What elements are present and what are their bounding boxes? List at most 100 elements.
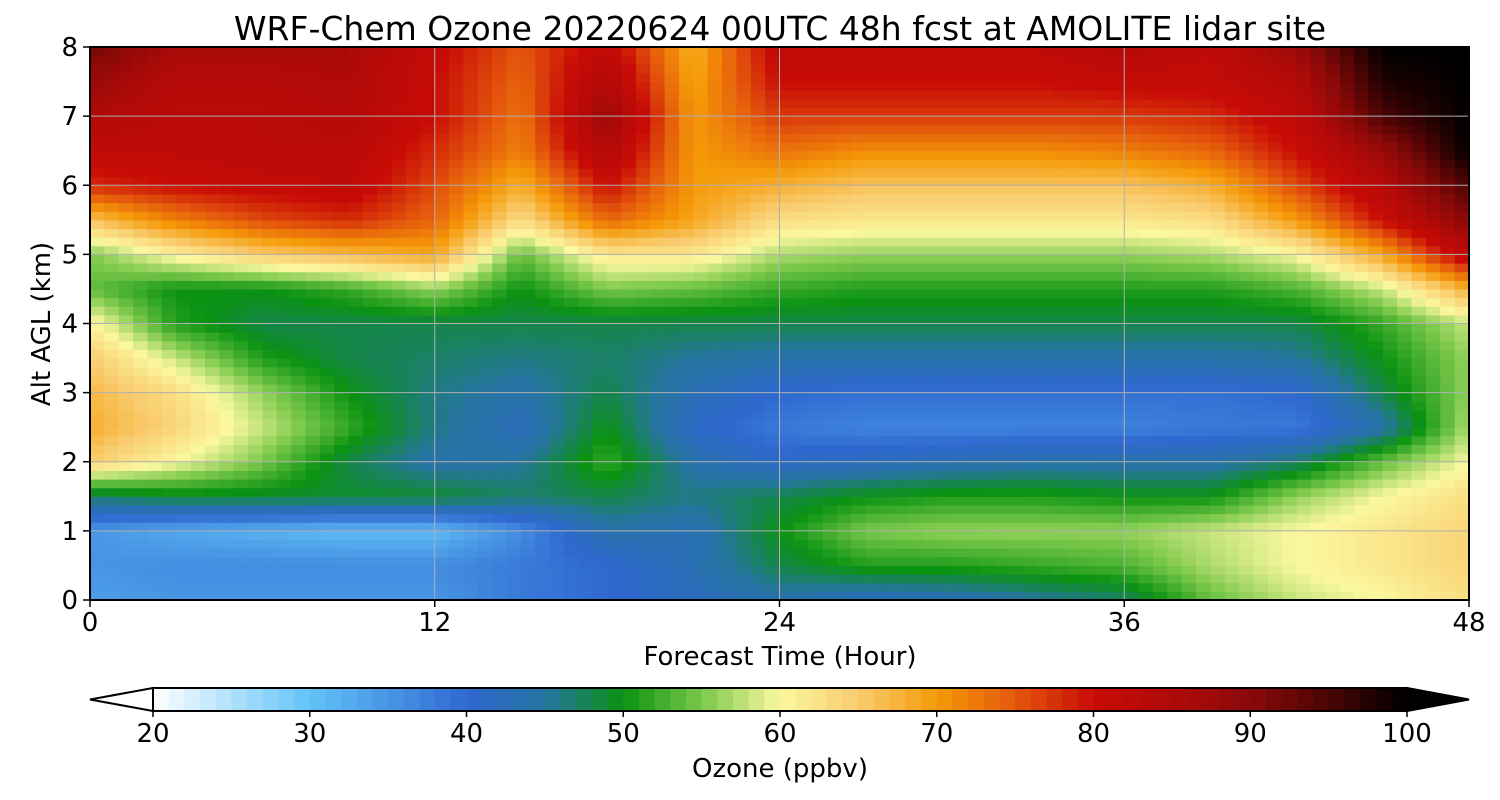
heatmap-cell bbox=[592, 323, 608, 333]
heatmap-cell bbox=[463, 219, 479, 230]
heatmap-cell bbox=[118, 565, 134, 575]
heatmap-cell bbox=[894, 64, 910, 74]
heatmap-cell bbox=[305, 185, 321, 195]
heatmap-cell bbox=[894, 366, 910, 376]
heatmap-cell bbox=[291, 124, 307, 135]
heatmap-cell bbox=[693, 574, 709, 584]
heatmap-cell bbox=[104, 47, 120, 57]
heatmap-cell bbox=[880, 340, 896, 351]
heatmap-cell bbox=[592, 366, 608, 376]
heatmap-cell bbox=[362, 401, 378, 411]
heatmap-cell bbox=[1066, 470, 1082, 480]
heatmap-cell bbox=[362, 375, 378, 385]
heatmap-cell bbox=[118, 375, 134, 385]
heatmap-cell bbox=[147, 383, 163, 394]
heatmap-cell bbox=[693, 496, 709, 506]
heatmap-cell bbox=[822, 548, 838, 558]
heatmap-cell bbox=[722, 288, 738, 299]
heatmap-cell bbox=[477, 202, 493, 212]
heatmap-cell bbox=[492, 340, 508, 351]
heatmap-cell bbox=[836, 487, 852, 497]
heatmap-cell bbox=[1138, 582, 1154, 592]
heatmap-cell bbox=[578, 116, 594, 126]
heatmap-cell bbox=[233, 383, 249, 394]
heatmap-cell bbox=[808, 142, 824, 152]
heatmap-cell bbox=[923, 392, 939, 402]
heatmap-cell bbox=[678, 556, 694, 567]
heatmap-cell bbox=[1109, 288, 1125, 299]
heatmap-cell bbox=[305, 72, 321, 83]
heatmap-cell bbox=[736, 116, 752, 126]
heatmap-cell bbox=[133, 55, 149, 65]
heatmap-cell bbox=[1138, 202, 1154, 212]
heatmap-cell bbox=[1109, 366, 1125, 376]
heatmap-cell bbox=[750, 81, 766, 91]
heatmap-cell bbox=[650, 72, 666, 83]
heatmap-cell bbox=[678, 496, 694, 506]
heatmap-cell bbox=[707, 383, 723, 394]
heatmap-cell bbox=[1196, 116, 1212, 126]
heatmap-cells bbox=[90, 47, 1470, 601]
heatmap-cell bbox=[319, 124, 335, 135]
heatmap-cell bbox=[520, 375, 536, 385]
heatmap-cell bbox=[1109, 72, 1125, 83]
heatmap-cell bbox=[779, 522, 795, 532]
heatmap-cell bbox=[808, 202, 824, 212]
heatmap-cell bbox=[808, 332, 824, 342]
heatmap-cell bbox=[377, 453, 393, 463]
heatmap-cell bbox=[951, 193, 967, 204]
heatmap-cell bbox=[334, 81, 350, 91]
heatmap-cell bbox=[564, 98, 579, 109]
heatmap-cell bbox=[233, 401, 249, 411]
heatmap-cell bbox=[477, 72, 493, 83]
heatmap-cell bbox=[765, 107, 781, 117]
heatmap-cell bbox=[291, 306, 307, 316]
heatmap-cell bbox=[808, 98, 824, 109]
heatmap-cell bbox=[492, 159, 508, 169]
heatmap-cell bbox=[1052, 323, 1068, 333]
heatmap-cell bbox=[980, 591, 996, 601]
heatmap-cell bbox=[1066, 245, 1082, 255]
heatmap-cell bbox=[463, 81, 479, 91]
heatmap-cell bbox=[635, 142, 651, 152]
heatmap-cell bbox=[1052, 159, 1068, 169]
heatmap-cell bbox=[880, 487, 896, 497]
heatmap-cell bbox=[808, 444, 824, 454]
heatmap-cell bbox=[808, 409, 824, 420]
heatmap-cell bbox=[391, 185, 407, 195]
heatmap-cell bbox=[377, 409, 393, 420]
heatmap-cell bbox=[118, 288, 134, 299]
heatmap-cell bbox=[305, 202, 321, 212]
heatmap-cell bbox=[937, 556, 953, 567]
heatmap-cell bbox=[1124, 401, 1140, 411]
heatmap-cell bbox=[966, 90, 982, 100]
heatmap-cell bbox=[1152, 193, 1168, 204]
heatmap-cell bbox=[319, 574, 335, 584]
heatmap-cell bbox=[707, 582, 723, 592]
heatmap-cell bbox=[147, 582, 163, 592]
heatmap-cell bbox=[133, 237, 149, 247]
heatmap-cell bbox=[449, 245, 465, 255]
heatmap-cell bbox=[1081, 366, 1097, 376]
heatmap-cell bbox=[793, 306, 809, 316]
heatmap-cell bbox=[506, 90, 522, 100]
heatmap-cell bbox=[1181, 565, 1197, 575]
heatmap-cell bbox=[707, 90, 723, 100]
heatmap-cell bbox=[204, 193, 220, 204]
heatmap-cell bbox=[391, 176, 407, 186]
heatmap-cell bbox=[1152, 582, 1168, 592]
heatmap-cell bbox=[334, 254, 350, 264]
heatmap-cell bbox=[248, 504, 263, 515]
heatmap-cell bbox=[219, 470, 235, 480]
heatmap-cell bbox=[793, 470, 809, 480]
heatmap-cell bbox=[348, 47, 364, 57]
heatmap-cell bbox=[463, 548, 479, 558]
heatmap-cell bbox=[305, 263, 321, 273]
heatmap-cell bbox=[966, 530, 982, 541]
heatmap-cell bbox=[664, 98, 680, 109]
heatmap-cell bbox=[1081, 548, 1097, 558]
heatmap-cell bbox=[147, 461, 163, 471]
heatmap-cell bbox=[276, 530, 292, 541]
heatmap-cell bbox=[506, 530, 522, 541]
heatmap-cell bbox=[1009, 219, 1025, 230]
